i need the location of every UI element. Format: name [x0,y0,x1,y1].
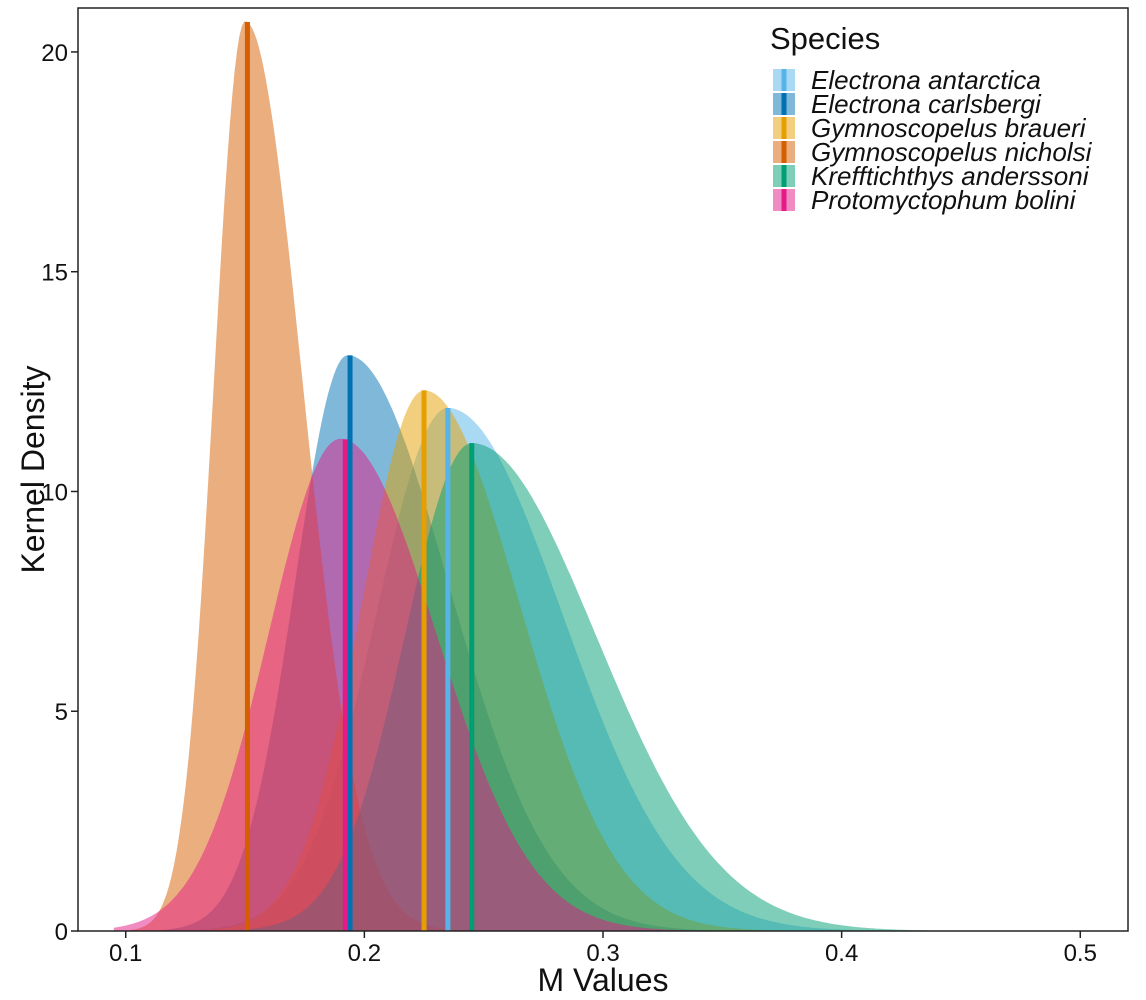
x-axis-title: M Values [537,962,668,998]
y-tick-label-1: 5 [55,699,68,726]
legend-title: Species [770,21,880,56]
y-axis-title: Kernel Density [15,365,51,573]
legend-label-4: Krefftichthys anderssoni [811,161,1090,191]
legend-label-2: Gymnoscopelus braueri [811,113,1087,143]
density-areas [113,21,1081,931]
y-tick-label-2: 10 [41,479,68,506]
y-tick-label-3: 15 [41,260,68,287]
x-tick-label-4: 0.5 [1064,940,1097,967]
x-tick-label-0: 0.1 [109,940,142,967]
legend-label-5: Protomyctophum bolini [811,185,1077,215]
y-axis: 0 5 10 15 20 [41,40,78,946]
legend-label-3: Gymnoscopelus nicholsi [811,137,1093,167]
density-area-5 [113,438,1081,931]
x-tick-label-3: 0.4 [825,940,858,967]
x-tick-label-2: 0.3 [586,940,619,967]
x-axis: 0.1 0.2 0.3 0.4 0.5 [109,931,1097,967]
median-lines [244,21,475,931]
y-tick-label-4: 20 [41,40,68,67]
density-area-4 [113,443,1081,931]
x-tick-label-1: 0.2 [348,940,381,967]
y-tick-label-0: 0 [55,919,68,946]
legend-label-0: Electrona antarctica [811,65,1041,95]
legend-label-1: Electrona carlsbergi [811,89,1042,119]
